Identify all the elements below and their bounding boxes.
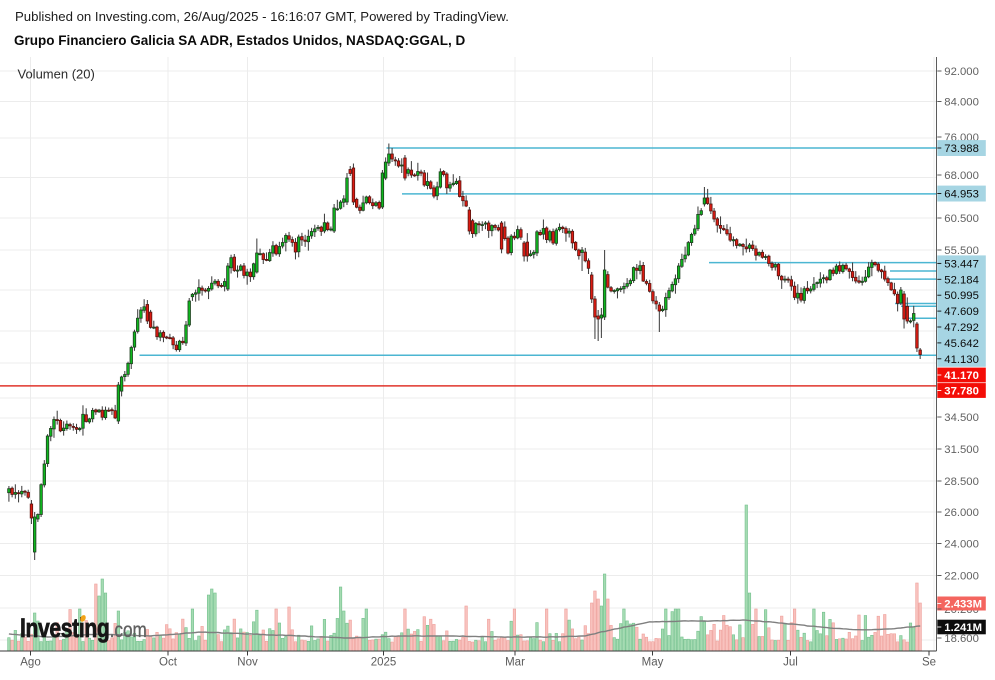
svg-text:92.000: 92.000 [944, 66, 979, 78]
svg-text:Jul: Jul [783, 657, 798, 669]
svg-text:73.988: 73.988 [944, 143, 979, 155]
svg-text:41.170: 41.170 [944, 370, 979, 382]
svg-text:22.000: 22.000 [944, 571, 979, 583]
svg-text:26.000: 26.000 [944, 507, 979, 519]
svg-text:24.000: 24.000 [944, 539, 979, 551]
svg-text:2025: 2025 [371, 657, 397, 669]
svg-text:45.642: 45.642 [944, 338, 979, 350]
svg-text:60.500: 60.500 [944, 213, 979, 225]
svg-text:1.241M: 1.241M [944, 622, 982, 634]
svg-text:47.292: 47.292 [944, 322, 979, 334]
svg-text:55.500: 55.500 [944, 245, 979, 257]
svg-text:52.184: 52.184 [944, 274, 979, 286]
svg-text:64.953: 64.953 [944, 189, 979, 201]
svg-text:Published on Investing.com, 26: Published on Investing.com, 26/Aug/2025 … [15, 9, 509, 24]
svg-text:34.500: 34.500 [944, 412, 979, 424]
svg-text:28.500: 28.500 [944, 476, 979, 488]
svg-text:.com: .com [110, 618, 147, 642]
svg-text:18.600: 18.600 [944, 633, 979, 645]
svg-text:47.609: 47.609 [944, 306, 979, 318]
svg-text:Volumen (20): Volumen (20) [18, 67, 95, 82]
svg-text:Se: Se [922, 657, 936, 669]
svg-text:Oct: Oct [159, 657, 178, 669]
svg-text:41.130: 41.130 [944, 354, 979, 366]
svg-text:Nov: Nov [237, 657, 258, 669]
svg-text:37.780: 37.780 [944, 386, 979, 398]
svg-text:50.995: 50.995 [944, 290, 979, 302]
svg-text:2.433M: 2.433M [944, 599, 982, 611]
svg-text:53.447: 53.447 [944, 258, 979, 270]
svg-text:Ago: Ago [20, 657, 40, 669]
svg-text:68.000: 68.000 [944, 170, 979, 182]
svg-text:May: May [642, 657, 664, 669]
svg-text:Mar: Mar [505, 657, 525, 669]
svg-text:84.000: 84.000 [944, 97, 979, 109]
svg-text:Investing: Investing [20, 614, 109, 644]
svg-text:31.500: 31.500 [944, 444, 979, 456]
svg-text:Grupo Financiero Galicia SA AD: Grupo Financiero Galicia SA ADR, Estados… [14, 33, 466, 48]
